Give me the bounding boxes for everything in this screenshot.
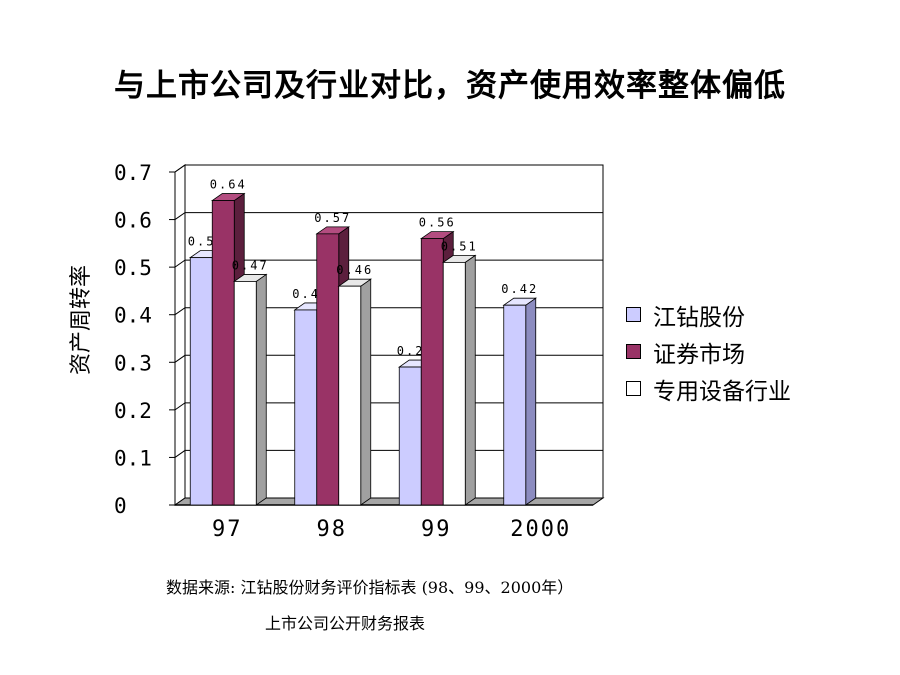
data-label: 0.64 (210, 178, 247, 192)
y-tick-label: 0.4 (114, 304, 152, 328)
legend-item-equipment-industry: 专用设备行业 (626, 370, 791, 407)
x-tick-label: 99 (421, 517, 452, 542)
y-tick-label: 0.6 (114, 209, 152, 233)
y-tick-label: 0.2 (114, 399, 152, 423)
x-tick-label: 98 (317, 517, 348, 542)
data-label: 0.47 (232, 258, 269, 272)
bar (211, 200, 235, 506)
legend-label-equipment-industry: 专用设备行业 (653, 378, 791, 405)
bar-side (360, 278, 372, 506)
legend-swatch-equipment-industry (626, 381, 641, 396)
gridline (174, 212, 603, 220)
y-tick-label: 0.7 (114, 161, 152, 185)
data-label: 0.57 (314, 211, 351, 225)
bar (233, 281, 257, 506)
y-tick-label: 0.5 (114, 256, 152, 280)
slide-title: 与上市公司及行业对比，资产使用效率整体偏低 (114, 68, 786, 104)
gridline (174, 164, 603, 173)
bar (503, 304, 527, 506)
legend-swatch-securities-market (626, 344, 641, 359)
bar-chart: 00.10.20.30.40.50.60.70.520.640.47970.41… (114, 161, 605, 542)
bar (398, 366, 422, 506)
data-source-line-2: 上市公司公开财务报表 (265, 614, 426, 633)
legend-label-securities-market: 证券市场 (653, 341, 745, 368)
bar (189, 257, 213, 506)
data-label: 0.51 (441, 239, 478, 253)
bar-side (464, 254, 476, 506)
bar (294, 309, 318, 506)
y-tick-label: 0.1 (114, 446, 152, 470)
legend-item-jiangzuan: 江钻股份 (626, 296, 791, 333)
bar (338, 285, 362, 506)
legend-label-jiangzuan: 江钻股份 (653, 304, 745, 331)
x-tick-label: 2000 (510, 517, 571, 542)
legend-swatch-jiangzuan (626, 307, 641, 322)
bar (442, 261, 466, 506)
legend-item-securities-market: 证券市场 (626, 333, 791, 370)
data-label: 0.56 (419, 216, 456, 230)
x-tick-label: 97 (212, 517, 243, 542)
bar (420, 238, 444, 506)
bar-side (525, 297, 537, 506)
y-tick-label: 0 (114, 494, 127, 518)
bar-side (255, 273, 267, 506)
data-source-line-1: 数据来源: 江钻股份财务评价指标表 (98、99、2000年） (166, 578, 574, 597)
chart-legend: 江钻股份 证券市场 专用设备行业 (626, 296, 791, 407)
data-label: 0.42 (501, 282, 538, 296)
y-tick-label: 0.3 (114, 351, 152, 375)
data-label: 0.46 (336, 263, 373, 277)
